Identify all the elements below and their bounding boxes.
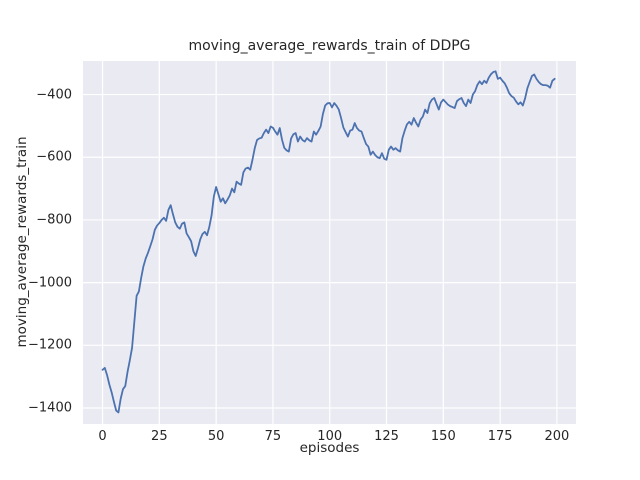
x-tick-label: 150 [430, 429, 456, 444]
x-tick-label: 75 [264, 429, 282, 444]
y-tick-label: −600 [36, 149, 72, 165]
chart-title: moving_average_rewards_train of DDPG [188, 38, 471, 54]
y-tick-label: −1000 [28, 275, 72, 291]
x-tick-label: 50 [207, 429, 225, 444]
x-tick-label: 0 [98, 429, 107, 444]
x-tick-label: 200 [544, 429, 570, 444]
plot-area [83, 61, 576, 424]
x-tick-label: 125 [374, 429, 399, 444]
reward-line [101, 70, 556, 414]
x-tick-label: 100 [317, 429, 343, 444]
y-tick-label: −800 [36, 212, 72, 228]
line-chart-svg [83, 61, 576, 424]
y-tick-label: −400 [36, 87, 72, 103]
x-tick-label: 175 [487, 429, 513, 444]
y-tick-label: −1200 [28, 337, 72, 353]
x-tick-label: 25 [151, 429, 168, 444]
y-axis-label-text: moving_average_rewards_train [14, 136, 30, 348]
x-axis-label: episodes [299, 440, 360, 456]
y-tick-label: −1400 [28, 400, 72, 416]
